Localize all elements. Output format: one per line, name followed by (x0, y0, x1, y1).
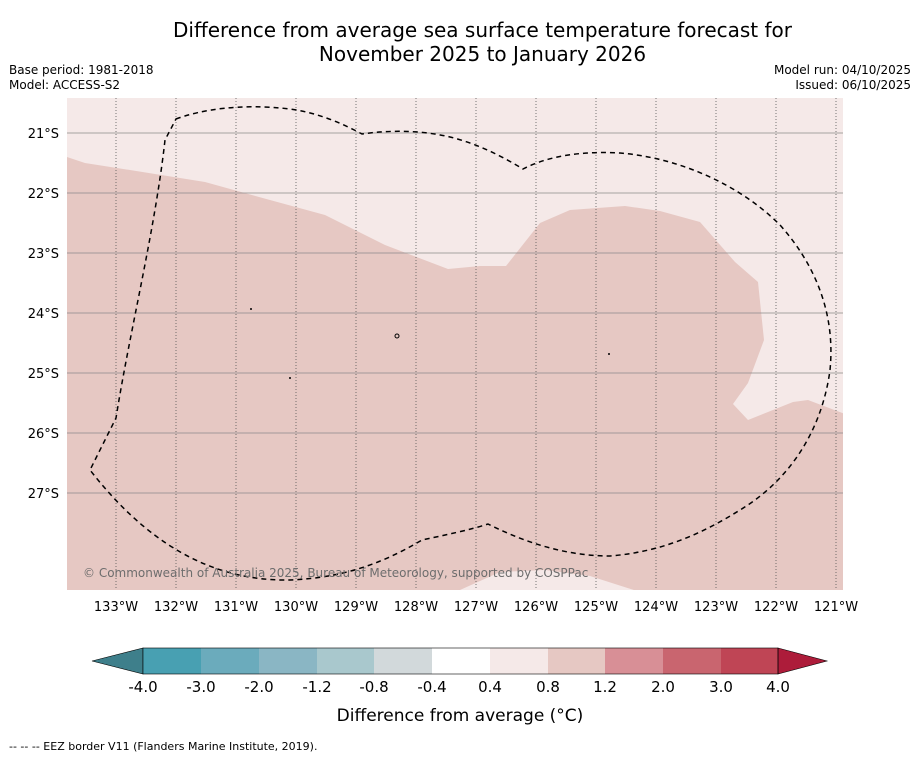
colorbar-tick: -3.0 (186, 678, 215, 696)
colorbar-extend-high (777, 647, 829, 675)
lon-label-122w: 122°W (754, 600, 798, 615)
lon-label-128w: 128°W (394, 600, 438, 615)
island-marker (250, 308, 252, 310)
colorbar-bin (548, 648, 605, 674)
anomaly-region-0.8-1.2 (67, 157, 843, 590)
chart-title: Difference from average sea surface temp… (60, 18, 905, 66)
issued-date: Issued: 06/10/2025 (795, 78, 911, 92)
lat-label-23s: 23°S (28, 247, 59, 262)
lon-label-123w: 123°W (694, 600, 738, 615)
base-period: Base period: 1981-2018 (9, 63, 154, 77)
latitude-labels: 21°S 22°S 23°S 24°S 25°S 26°S 27°S (28, 127, 59, 502)
lon-label-125w: 125°W (574, 600, 618, 615)
island-marker (289, 377, 291, 379)
lat-label-25s: 25°S (28, 367, 59, 382)
island-marker (608, 353, 610, 355)
lat-label-26s: 26°S (28, 427, 59, 442)
model-run-date: Model run: 04/10/2025 (773, 63, 911, 77)
gridlines (67, 98, 843, 590)
copyright-notice: © Commonwealth of Australia 2025, Bureau… (83, 566, 588, 580)
colorbar-label: Difference from average (°C) (337, 706, 584, 726)
lon-label-126w: 126°W (514, 600, 558, 615)
colorbar-bin (432, 648, 490, 674)
lat-label-27s: 27°S (28, 487, 59, 502)
pitcairn-island (394, 333, 400, 339)
lon-label-132w: 132°W (154, 600, 198, 615)
run-info: Model run: 04/10/2025 Issued: 06/10/2025 (774, 63, 911, 93)
eez-footnote: -- -- -- EEZ border V11 (Flanders Marine… (9, 740, 318, 753)
lon-label-133w: 133°W (94, 600, 138, 615)
lon-label-130w: 130°W (274, 600, 318, 615)
colorbar-tick: 0.8 (536, 678, 560, 696)
colorbar-tick: 2.0 (651, 678, 675, 696)
colorbar-bin (490, 648, 548, 674)
colorbar-tick: -0.8 (359, 678, 388, 696)
lat-label-24s: 24°S (28, 307, 59, 322)
title-line-2: November 2025 to January 2026 (318, 42, 647, 66)
eez-border (89, 106, 832, 581)
colorbar-tick: 1.2 (593, 678, 617, 696)
colorbar-tick: 3.0 (709, 678, 733, 696)
cooler-patch (464, 570, 634, 590)
colorbar-tick: -1.2 (302, 678, 331, 696)
latitude-lines (67, 132, 843, 494)
lat-label-21s: 21°S (28, 127, 59, 142)
colorbar-bin (721, 648, 778, 674)
map-panel: © Commonwealth of Australia 2025, Bureau… (67, 98, 843, 590)
lon-label-127w: 127°W (454, 600, 498, 615)
lat-label-22s: 22°S (28, 187, 59, 202)
longitude-labels: 133°W 132°W 131°W 130°W 129°W 128°W 127°… (94, 600, 858, 615)
colorbar-tick: 0.4 (478, 678, 502, 696)
colorbar-bin (259, 648, 317, 674)
colorbar-frame (142, 647, 779, 675)
colorbar-tick: -4.0 (128, 678, 157, 696)
colorbar-bin (317, 648, 374, 674)
lon-label-121w: 121°W (814, 600, 858, 615)
islands (250, 308, 610, 379)
colorbar-tick: -0.4 (417, 678, 446, 696)
colorbar-bin (605, 648, 663, 674)
colorbar-extend-low (91, 647, 144, 675)
colorbar-bin (201, 648, 259, 674)
colorbar-tick: -2.0 (244, 678, 273, 696)
lon-label-131w: 131°W (214, 600, 258, 615)
colorbar-bin (143, 648, 201, 674)
colorbar-bin (374, 648, 432, 674)
model-name: Model: ACCESS-S2 (9, 78, 121, 92)
lon-label-124w: 124°W (634, 600, 678, 615)
colorbar-bin (663, 648, 721, 674)
title-line-1: Difference from average sea surface temp… (172, 18, 792, 42)
lon-label-129w: 129°W (334, 600, 378, 615)
model-info: Base period: 1981-2018 Model: ACCESS-S2 (9, 63, 154, 93)
colorbar: -4.0 -3.0 -2.0 -1.2 -0.8 -0.4 0.4 0.8 1.… (91, 647, 829, 726)
colorbar-tick: 4.0 (766, 678, 790, 696)
